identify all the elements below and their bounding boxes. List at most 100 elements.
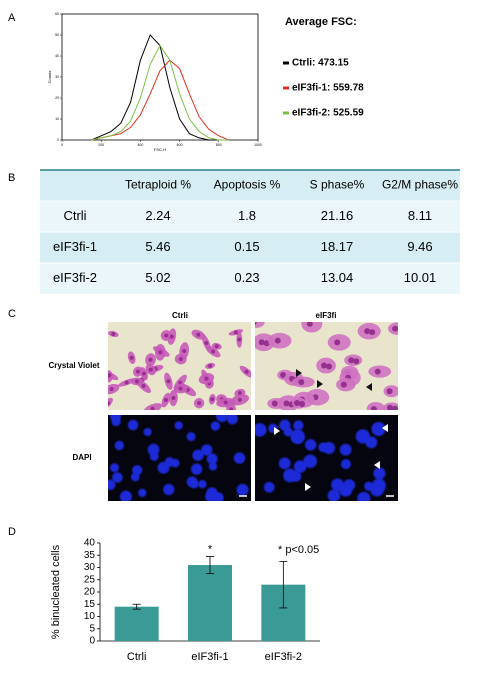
table-row-label: eIF3fi-1 — [53, 239, 97, 254]
significance-mark: * — [208, 543, 213, 555]
nucleus — [364, 328, 371, 335]
panel-label: B — [8, 172, 15, 184]
nucleus — [211, 349, 216, 354]
nucleus — [271, 400, 278, 407]
y-tick-label: 40 — [84, 538, 96, 549]
nucleus — [386, 404, 393, 410]
x-tick-label: Ctrli — [127, 651, 147, 663]
x-tick-label: eIF3fi-2 — [265, 651, 302, 663]
legend-label: eIF3fi-1: 559.78 — [292, 83, 364, 94]
nucleus — [339, 443, 352, 456]
table-cell: 5.02 — [145, 270, 170, 285]
nucleus — [365, 436, 378, 449]
nucleus — [233, 330, 238, 335]
table-column-header: G2/M phase% — [382, 178, 458, 192]
histogram-line — [91, 59, 229, 141]
y-tick-label: 20 — [55, 96, 59, 100]
nucleus — [233, 452, 246, 464]
nucleus — [279, 419, 291, 431]
micrograph-column-label: eIF3fi — [316, 311, 337, 320]
x-axis-label: FSC-H — [154, 147, 166, 152]
micrograph-cells — [108, 328, 251, 410]
nucleus — [197, 401, 202, 406]
nucleus — [304, 439, 317, 451]
micrograph-row-label: DAPI — [72, 453, 91, 462]
error-bar — [132, 603, 141, 610]
table-cell: 18.17 — [321, 239, 354, 254]
nucleus — [263, 481, 275, 493]
x-tick-label: 200 — [98, 143, 104, 147]
y-tick-label: 15 — [84, 599, 96, 610]
bar — [188, 565, 232, 641]
y-axis-label: % binucleated cells — [50, 544, 62, 639]
nucleus — [340, 381, 347, 388]
x-tick-label: 0 — [61, 143, 63, 147]
error-bar — [206, 556, 214, 575]
nucleus — [186, 432, 196, 442]
table-cell: 9.46 — [407, 239, 432, 254]
y-tick-label: 30 — [55, 75, 59, 79]
arrowhead — [317, 380, 323, 388]
x-tick-label: eIF3fi-1 — [191, 651, 228, 663]
y-tick-label: 5 — [89, 623, 95, 634]
nucleus — [278, 457, 291, 470]
micrograph-cells — [255, 419, 386, 501]
nucleus — [208, 462, 218, 471]
nucleus — [237, 397, 242, 402]
nucleus — [182, 348, 187, 353]
micrograph-cells — [108, 415, 249, 501]
nucleus — [109, 387, 114, 392]
nucleus — [370, 405, 377, 410]
nucleus — [108, 401, 111, 406]
x-tick-label: 600 — [177, 143, 183, 147]
nucleus — [215, 415, 228, 422]
nucleus — [129, 355, 134, 360]
significance-note: * p<0.05 — [278, 544, 319, 556]
cell — [255, 322, 265, 328]
nucleus — [237, 391, 242, 396]
nucleus — [353, 358, 360, 365]
nucleus — [147, 443, 160, 456]
nucleus — [158, 350, 163, 355]
nucleus — [371, 421, 386, 437]
table-cell: 10.01 — [404, 270, 437, 285]
panel-label: A — [8, 12, 16, 24]
nucleus — [132, 465, 143, 476]
y-axis-label: Counts — [47, 71, 52, 84]
nucleus — [223, 400, 228, 405]
nucleus — [210, 397, 215, 402]
nucleus — [244, 369, 249, 374]
table-cell: 21.16 — [321, 208, 354, 223]
y-tick-label: 10 — [55, 117, 59, 121]
nucleus — [166, 379, 171, 384]
nucleus — [391, 405, 398, 410]
y-tick-label: 35 — [84, 550, 96, 561]
nucleus — [178, 386, 183, 391]
nucleus — [206, 453, 218, 465]
nucleus — [340, 459, 351, 470]
micrograph-bg — [108, 322, 251, 410]
nucleus — [293, 400, 300, 407]
nucleus — [334, 339, 341, 346]
y-tick-label: 0 — [57, 138, 59, 142]
nucleus — [164, 457, 175, 467]
nucleus — [141, 384, 146, 389]
nucleus — [214, 344, 219, 349]
nucleus — [169, 334, 174, 339]
table-column-header: Tetraploid % — [125, 178, 191, 192]
nucleus — [141, 371, 146, 376]
nucleus — [108, 373, 112, 378]
y-tick-label: 25 — [84, 574, 96, 585]
cell — [301, 322, 323, 333]
table-cell: 8.11 — [408, 208, 432, 223]
nucleus — [120, 490, 132, 501]
table-row-bg — [40, 232, 460, 263]
nucleus — [204, 340, 209, 345]
nucleus — [283, 400, 290, 407]
nucleus — [373, 467, 386, 480]
error-bar — [279, 560, 288, 609]
y-tick-label: 20 — [84, 587, 96, 598]
arrowhead — [382, 424, 388, 432]
nucleus — [357, 491, 371, 501]
nucleus — [283, 468, 297, 483]
